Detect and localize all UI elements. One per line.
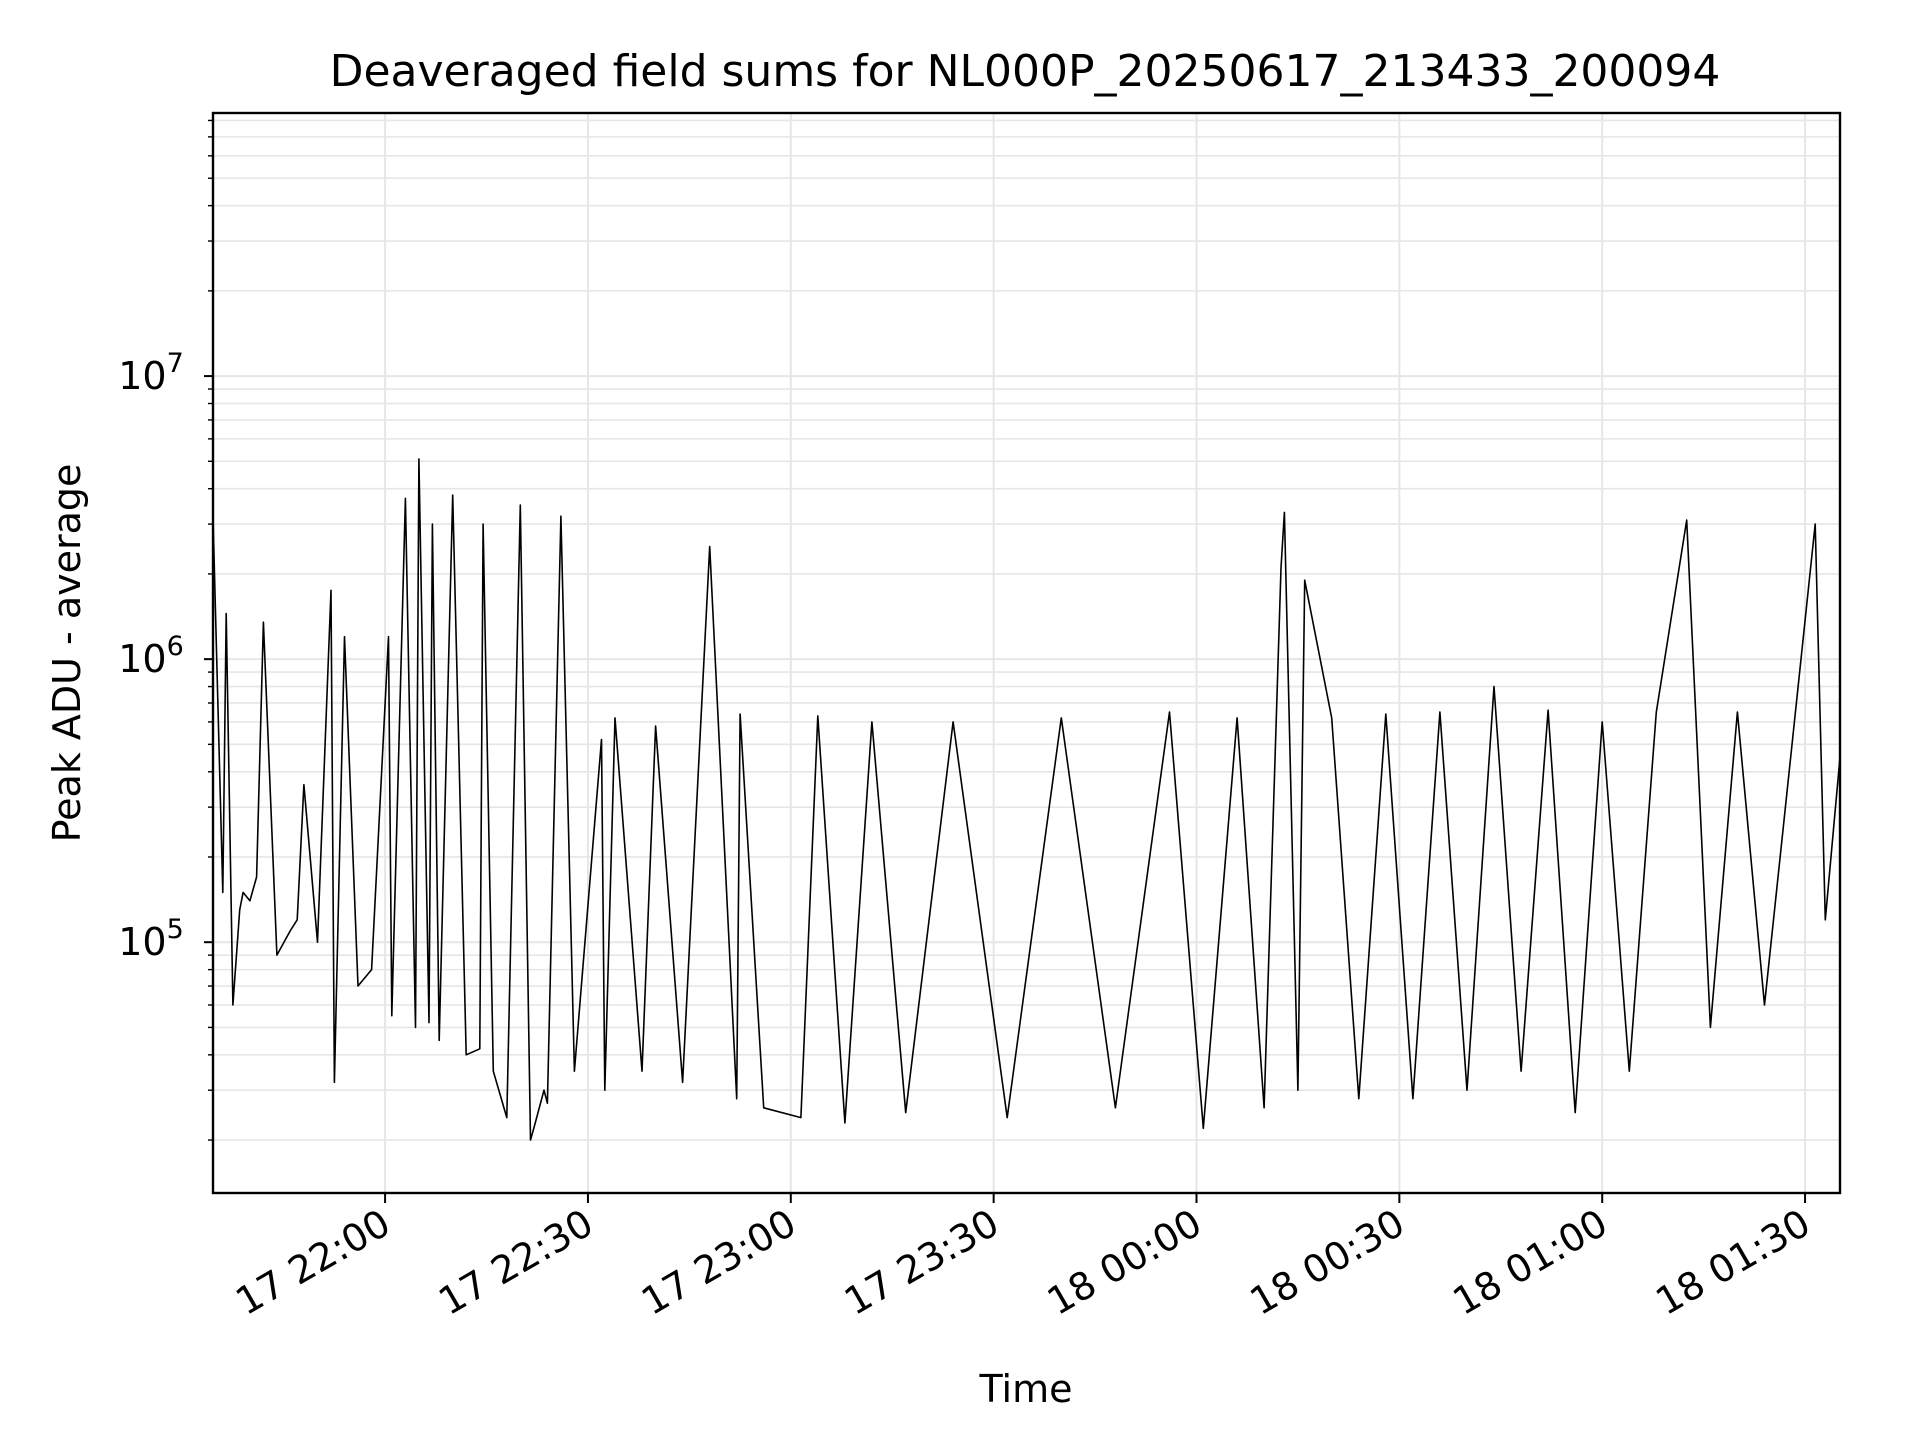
plot-frame	[211, 111, 1842, 1195]
y-tick-label-exponent: 6	[167, 631, 184, 662]
y-tick-label: 106	[118, 631, 184, 681]
y-tick-label-base: 10	[118, 637, 166, 681]
y-tick-label: 107	[118, 348, 184, 398]
y-tick-label: 105	[118, 914, 184, 964]
y-tick-label-base: 10	[118, 920, 166, 964]
series-line-0	[212, 458, 1841, 1141]
y-tick-label-exponent: 7	[167, 348, 184, 379]
grid	[213, 113, 1840, 1193]
y-tick-label-base: 10	[118, 354, 166, 398]
chart-title: Deaveraged field sums for NL000P_2025061…	[330, 46, 1721, 97]
x-axis-label: Time	[979, 1367, 1073, 1411]
y-axis-label: Peak ADU - average	[45, 464, 89, 843]
line-layer	[212, 458, 1841, 1141]
y-tick-label-exponent: 5	[167, 914, 184, 945]
